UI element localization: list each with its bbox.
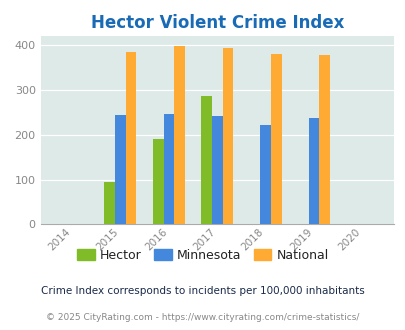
Bar [152, 139, 163, 224]
Bar [211, 116, 222, 224]
Legend: Hector, Minnesota, National: Hector, Minnesota, National [72, 244, 333, 267]
Bar [308, 118, 318, 224]
Bar [260, 125, 270, 224]
Bar [270, 54, 281, 224]
Bar [126, 52, 136, 224]
Bar [222, 48, 232, 224]
Bar [115, 115, 126, 224]
Text: © 2025 CityRating.com - https://www.cityrating.com/crime-statistics/: © 2025 CityRating.com - https://www.city… [46, 313, 359, 322]
Text: Crime Index corresponds to incidents per 100,000 inhabitants: Crime Index corresponds to incidents per… [41, 286, 364, 296]
Bar [174, 46, 184, 224]
Bar [163, 114, 174, 224]
Title: Hector Violent Crime Index: Hector Violent Crime Index [90, 14, 343, 32]
Bar [104, 182, 115, 224]
Bar [318, 55, 329, 224]
Bar [201, 96, 211, 224]
